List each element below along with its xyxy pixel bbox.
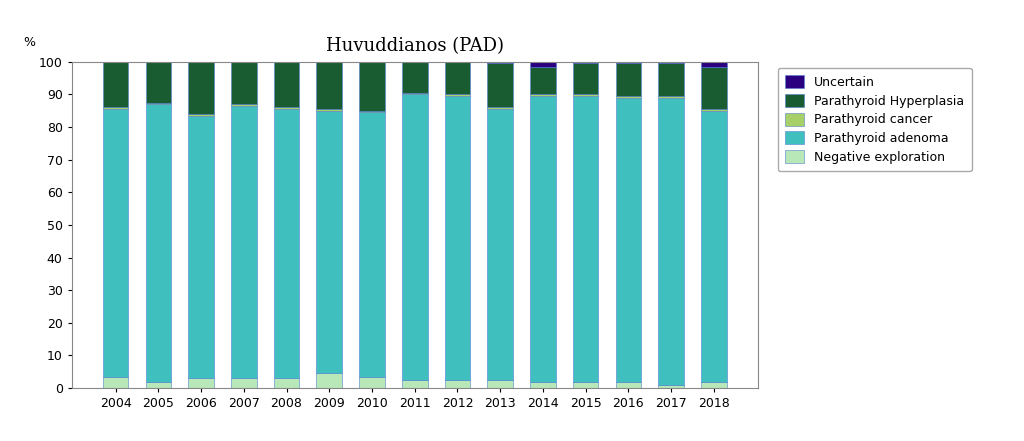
Bar: [359, 112, 385, 377]
Bar: [359, 111, 385, 112]
Bar: [615, 62, 641, 64]
Title: Huvuddianos (PAD): Huvuddianos (PAD): [326, 37, 504, 55]
Bar: [701, 381, 727, 388]
Bar: [658, 385, 684, 388]
Bar: [487, 64, 513, 108]
Bar: [273, 109, 299, 378]
Bar: [359, 62, 385, 111]
Bar: [615, 381, 641, 388]
Bar: [572, 94, 598, 96]
Bar: [530, 94, 556, 96]
Bar: [487, 380, 513, 388]
Bar: [530, 67, 556, 94]
Bar: [102, 108, 128, 109]
Bar: [615, 64, 641, 96]
Bar: [145, 62, 171, 102]
Bar: [273, 378, 299, 388]
Bar: [444, 96, 470, 380]
Bar: [401, 380, 428, 388]
Bar: [231, 106, 257, 378]
Bar: [316, 62, 342, 109]
Bar: [188, 378, 214, 388]
Bar: [145, 104, 171, 381]
Bar: [145, 381, 171, 388]
Bar: [658, 96, 684, 97]
Bar: [701, 111, 727, 381]
Bar: [188, 114, 214, 116]
Bar: [658, 97, 684, 385]
Bar: [530, 96, 556, 381]
Bar: [572, 64, 598, 94]
Bar: [145, 102, 171, 104]
Bar: [444, 380, 470, 388]
Bar: [102, 109, 128, 377]
Bar: [401, 62, 428, 93]
Bar: [530, 62, 556, 67]
Bar: [701, 109, 727, 111]
Legend: Uncertain, Parathyroid Hyperplasia, Parathyroid cancer, Parathyroid adenoma, Neg: Uncertain, Parathyroid Hyperplasia, Para…: [778, 68, 972, 171]
Bar: [401, 94, 428, 380]
Bar: [401, 93, 428, 94]
Bar: [359, 377, 385, 388]
Bar: [487, 109, 513, 380]
Bar: [615, 97, 641, 381]
Bar: [273, 108, 299, 109]
Bar: [444, 62, 470, 94]
Bar: [701, 62, 727, 67]
Bar: [316, 109, 342, 111]
Bar: [188, 116, 214, 378]
Bar: [658, 64, 684, 96]
Bar: [231, 104, 257, 106]
Bar: [316, 111, 342, 374]
Bar: [487, 62, 513, 64]
Text: %: %: [24, 36, 36, 49]
Bar: [615, 96, 641, 97]
Bar: [231, 378, 257, 388]
Bar: [188, 62, 214, 114]
Bar: [102, 62, 128, 108]
Bar: [444, 94, 470, 96]
Bar: [316, 374, 342, 388]
Bar: [572, 381, 598, 388]
Bar: [102, 377, 128, 388]
Bar: [572, 62, 598, 64]
Bar: [572, 96, 598, 381]
Bar: [530, 381, 556, 388]
Bar: [658, 62, 684, 64]
Bar: [231, 62, 257, 104]
Bar: [701, 67, 727, 109]
Bar: [487, 108, 513, 109]
Bar: [273, 62, 299, 108]
